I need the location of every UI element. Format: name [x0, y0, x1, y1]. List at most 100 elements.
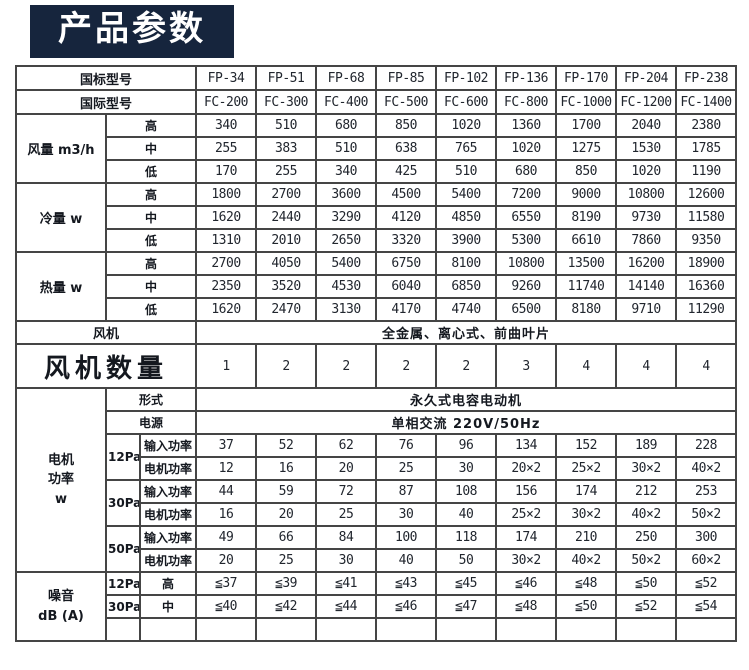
value-cell: 1020 — [615, 159, 677, 184]
motor-form-label: 形式 — [105, 387, 197, 412]
value-cell: 1 — [195, 343, 257, 389]
label-cell — [105, 617, 141, 642]
value-cell: 4850 — [435, 205, 497, 230]
value-cell: 30 — [315, 548, 377, 573]
value-cell: 40 — [375, 548, 437, 573]
page-title-banner: 产品参数 — [30, 5, 234, 58]
value-cell: 2 — [315, 343, 377, 389]
value-cell: 10800 — [615, 182, 677, 207]
value-cell: 100 — [375, 525, 437, 550]
value-cell: 20 — [315, 456, 377, 481]
value-cell: 1360 — [495, 113, 557, 138]
value-cell: 4500 — [375, 182, 437, 207]
value-cell: FP-34 — [195, 65, 257, 91]
value-cell: ≦45 — [435, 571, 497, 596]
value-cell: 11290 — [675, 297, 737, 322]
value-cell: ≦43 — [375, 571, 437, 596]
airflow-high-row: 风量 m3/h 高 340 510 680 850 1020 1360 1700 2040 2380 — [15, 113, 737, 184]
value-cell: 383 — [255, 136, 317, 161]
value-cell: 4050 — [255, 251, 317, 276]
value-cell: ≦50 — [615, 571, 677, 596]
value-cell: 228 — [675, 433, 737, 458]
value-cell: 18900 — [675, 251, 737, 276]
value-cell: 25 — [315, 502, 377, 527]
value-cell: 850 — [555, 159, 617, 184]
label-cell: 高 — [105, 182, 197, 207]
value-cell — [615, 617, 677, 642]
gb-model-row: 国标型号 FP-34 FP-51 FP-68 FP-85 FP-102 FP-136 FP-1… — [15, 65, 737, 91]
cooling-high-row: 冷量 w 高 1800 2700 3600 4500 5400 7200 9000 10800 12… — [15, 182, 737, 253]
value-cell: 12 — [195, 456, 257, 481]
value-cell: 3520 — [255, 274, 317, 299]
value-cell: FC-500 — [375, 89, 437, 115]
value-cell: 16 — [255, 456, 317, 481]
value-cell: ≦48 — [495, 594, 557, 619]
value-cell: 3290 — [315, 205, 377, 230]
value-cell: 6550 — [495, 205, 557, 230]
value-cell: 340 — [195, 113, 257, 138]
p12-input-row: 12Pa 输入功率 37 52 62 76 96 134 152 189 228 — [16, 433, 737, 481]
value-cell: 2 — [255, 343, 317, 389]
value-cell: FC-400 — [315, 89, 377, 115]
value-cell: 2470 — [255, 297, 317, 322]
airflow-low-row: 低 170 255 340 425 510 680 850 1020 1190 — [16, 159, 737, 184]
p12-motor-row: 电机功率 12 16 20 25 30 20×2 25×2 30×2 40×2 — [16, 456, 737, 481]
value-cell: 72 — [315, 479, 377, 504]
fan-count-label: 风机数量 — [15, 343, 197, 389]
value-cell: 50 — [435, 548, 497, 573]
heating-high-row: 热量 w 高 2700 4050 5400 6750 8100 10800 13500 16200… — [15, 251, 737, 322]
heating-section-label: 热量 w — [15, 251, 107, 322]
value-cell: FP-170 — [555, 65, 617, 91]
fan-type-row: 风机 全金属、离心式、前曲叶片 — [15, 320, 737, 345]
value-cell: 87 — [375, 479, 437, 504]
value-cell: 2700 — [255, 182, 317, 207]
p30-input-row: 30Pa 输入功率 44 59 72 87 108 156 174 212 253 — [16, 479, 737, 527]
value-cell: 1530 — [615, 136, 677, 161]
value-cell: 212 — [615, 479, 677, 504]
value-cell: ≦52 — [615, 594, 677, 619]
value-cell: FP-102 — [435, 65, 497, 91]
label-cell: 电机功率 — [139, 456, 197, 481]
value-cell: 4 — [615, 343, 677, 389]
p50-input-row: 50Pa 输入功率 49 66 84 100 118 174 210 250 300 — [16, 525, 737, 573]
value-cell: FP-136 — [495, 65, 557, 91]
value-cell: 425 — [375, 159, 437, 184]
airflow-section-label: 风量 m3/h — [15, 113, 107, 184]
p50-motor-row: 电机功率 20 25 30 40 50 30×2 40×2 50×2 60×2 — [16, 548, 737, 573]
intl-model-row: 国际型号 FC-200 FC-300 FC-400 FC-500 FC-600 FC-800… — [15, 89, 737, 115]
value-cell: 9260 — [495, 274, 557, 299]
page-title: 产品参数 — [58, 9, 206, 49]
value-cell: 14140 — [615, 274, 677, 299]
value-cell — [315, 617, 377, 642]
fan-section-label: 风机 — [15, 320, 197, 345]
value-cell: 5300 — [495, 228, 557, 253]
cooling-section-label: 冷量 w — [15, 182, 107, 253]
value-cell: ≦47 — [435, 594, 497, 619]
value-cell: ≦50 — [555, 594, 617, 619]
value-cell: FC-200 — [195, 89, 257, 115]
label-cell: 低 — [105, 228, 197, 253]
value-cell: 680 — [315, 113, 377, 138]
value-cell: 40×2 — [615, 502, 677, 527]
value-cell: 156 — [495, 479, 557, 504]
label-cell: 中 — [105, 136, 197, 161]
value-cell: 2010 — [255, 228, 317, 253]
motor-supply-row: 电源 单相交流 220V/50Hz — [16, 410, 737, 435]
value-cell: FP-85 — [375, 65, 437, 91]
value-cell: 680 — [495, 159, 557, 184]
value-cell — [555, 617, 617, 642]
value-cell: 25×2 — [495, 502, 557, 527]
value-cell: 5400 — [315, 251, 377, 276]
value-cell: 1800 — [195, 182, 257, 207]
value-cell: 2350 — [195, 274, 257, 299]
value-cell: 3130 — [315, 297, 377, 322]
value-cell: 108 — [435, 479, 497, 504]
value-cell: 9000 — [555, 182, 617, 207]
value-cell: 340 — [315, 159, 377, 184]
value-cell: 11580 — [675, 205, 737, 230]
fan-type-value: 全金属、离心式、前曲叶片 — [195, 320, 737, 345]
value-cell: 40 — [435, 502, 497, 527]
fan-count-row: 风机数量 1 2 2 2 2 3 4 4 4 — [15, 343, 737, 389]
value-cell: 850 — [375, 113, 437, 138]
label-cell: 中 — [105, 274, 197, 299]
